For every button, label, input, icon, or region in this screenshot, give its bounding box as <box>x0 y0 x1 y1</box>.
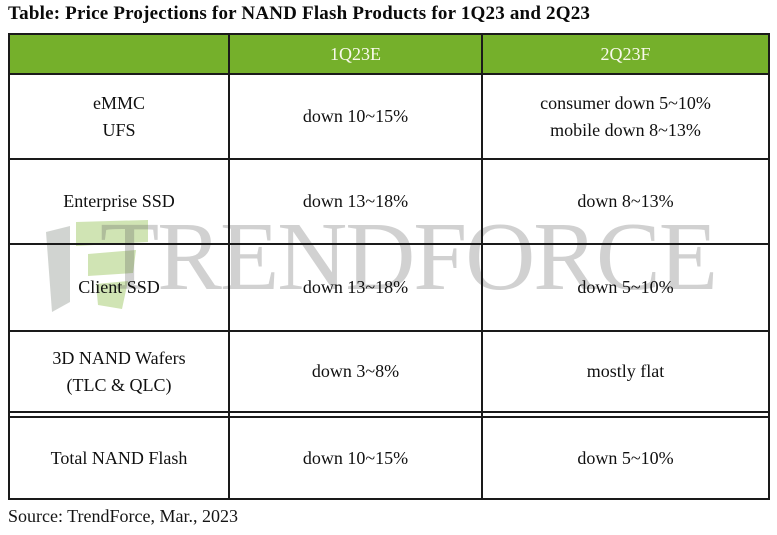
double-rule-separator <box>10 411 768 418</box>
value-line: mobile down 8~13% <box>550 119 701 140</box>
column-header-2q23f: 2Q23F <box>483 35 768 75</box>
row-3d-nand-wafers-1q23e: down 3~8% <box>230 332 483 411</box>
row-3d-nand-wafers-product: 3D NAND Wafers (TLC & QLC) <box>10 332 230 411</box>
row-emmc-ufs-2q23f: consumer down 5~10% mobile down 8~13% <box>483 75 768 160</box>
row-3d-nand-wafers-2q23f: mostly flat <box>586 361 665 381</box>
product-line: UFS <box>102 119 136 140</box>
row-total-nand-flash-1q23e: down 10~15% <box>230 418 483 498</box>
product-line: eMMC <box>92 92 145 113</box>
row-enterprise-ssd-1q23e: down 13~18% <box>230 160 483 245</box>
row-emmc-ufs-1q23e: down 10~15% <box>230 75 483 160</box>
product-line: 3D NAND Wafers <box>52 347 186 368</box>
row-total-nand-flash-2q23f: down 5~10% <box>577 447 674 468</box>
table-title: Table: Price Projections for NAND Flash … <box>8 3 591 24</box>
row-client-ssd-1q23e: down 13~18% <box>230 245 483 332</box>
column-header-1q23e: 1Q23E <box>230 35 483 75</box>
row-emmc-ufs-product: eMMC UFS <box>10 75 230 160</box>
product-line: (TLC & QLC) <box>66 374 172 395</box>
column-header-product <box>10 35 230 75</box>
row-enterprise-ssd-2q23f: down 8~13% <box>483 160 768 245</box>
price-projection-table: 1Q23E 2Q23F eMMC UFS down 10~15% consume… <box>8 33 770 500</box>
row-enterprise-ssd-product: Enterprise SSD <box>10 160 230 245</box>
row-client-ssd-product: Client SSD <box>10 245 230 332</box>
row-total-nand-flash-product: Total NAND Flash <box>10 418 230 498</box>
trendforce-logo-icon <box>46 220 148 312</box>
row-client-ssd-2q23f: down 5~10% <box>483 245 768 332</box>
value-line: consumer down 5~10% <box>540 92 711 113</box>
source-note: Source: TrendForce, Mar., 2023 <box>8 506 238 526</box>
watermark-text: TRENDFORCE <box>100 203 718 310</box>
